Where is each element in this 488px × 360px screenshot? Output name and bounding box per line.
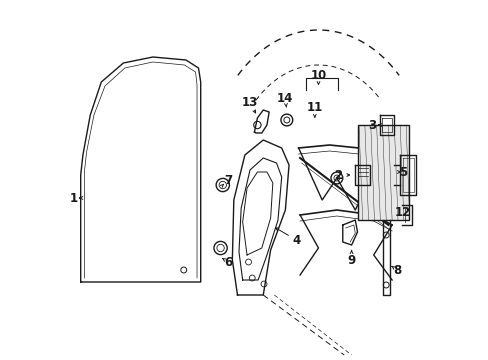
Text: 1: 1	[69, 192, 77, 204]
Text: 7: 7	[224, 174, 231, 186]
Text: 14: 14	[277, 91, 293, 104]
Text: 9: 9	[347, 253, 355, 266]
Text: 6: 6	[224, 256, 232, 269]
Text: 2: 2	[334, 168, 342, 181]
Text: 12: 12	[394, 206, 410, 219]
Text: 8: 8	[392, 264, 401, 276]
Text: 11: 11	[306, 100, 322, 113]
Text: 5: 5	[398, 166, 407, 179]
Text: 10: 10	[310, 68, 326, 81]
Text: 13: 13	[242, 95, 258, 108]
Polygon shape	[357, 125, 408, 220]
Text: 3: 3	[367, 118, 376, 131]
Text: 4: 4	[292, 234, 300, 247]
